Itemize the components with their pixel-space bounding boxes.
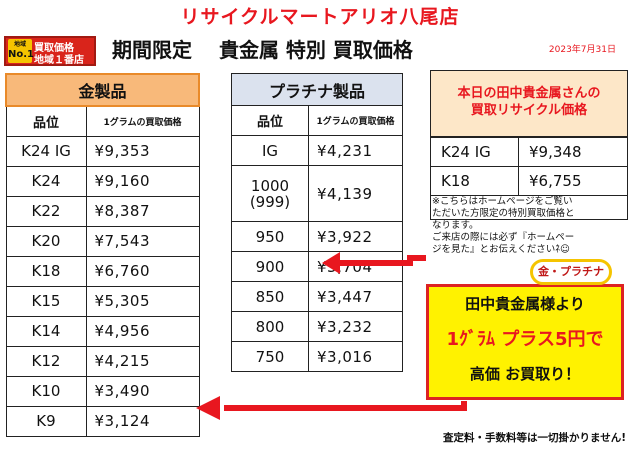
platinum-grade: 950 (231, 221, 309, 252)
gold-row: K15 ¥5,305 (5, 285, 200, 317)
tanaka-grade: K24 IG (430, 137, 519, 167)
tanaka-grade: K18 (430, 166, 519, 196)
gold-row: K24 IG ¥9,353 (5, 135, 200, 167)
promo-line-3: 高価 お買取り！ (469, 365, 581, 383)
promo-box: 田中貴金属様より 1ｸﾞﾗﾑ プラス5円で 高価 お買取り！ (426, 284, 624, 400)
tanaka-price-box: 本日の田中貴金属さんの 買取リサイクル価格 K24 IG ¥9,348 K18 ¥6,… (430, 70, 628, 220)
gold-col-price: 1グラムの買取価格 (85, 105, 200, 137)
page-headline: 期間限定 貴金属 特別 買取価格 (112, 38, 413, 62)
tanaka-price: ¥6,755 (518, 166, 628, 196)
platinum-price-table: プラチナ製品 品位 1グラムの買取価格 IG ¥4,231 1000 (999) ¥4,… (231, 73, 403, 372)
platinum-price: ¥3,232 (308, 311, 403, 342)
special-price-note: ※こちらはホームページをご覧い ただいた方限定の特別買取価格と なります。 ご来… (432, 196, 575, 255)
platinum-grade: 800 (231, 311, 309, 342)
platinum-grade: 750 (231, 341, 309, 372)
platinum-col-price: 1グラムの買取価格 (308, 105, 403, 136)
tanaka-price-heading: 本日の田中貴金属さんの 買取リサイクル価格 (431, 71, 627, 137)
gold-grade: K18 (5, 255, 87, 287)
store-title: リサイクルマートアリオ八尾店 (180, 6, 460, 28)
gold-grade: K20 (5, 225, 87, 257)
arrow-line (224, 401, 467, 411)
platinum-price: ¥3,016 (308, 341, 403, 372)
platinum-row: IG ¥4,231 (231, 135, 403, 166)
tanaka-price: ¥9,348 (518, 137, 628, 167)
platinum-price: ¥4,231 (308, 135, 403, 166)
platinum-row: 850 ¥3,447 (231, 281, 403, 312)
platinum-price: ¥3,704 (308, 251, 403, 282)
no1-badge: 地域 No.1 買取価格 地域１番店 (4, 36, 96, 66)
gold-price-table: 金製品 品位 1グラムの買取価格 K24 IG ¥9,353 K24 ¥9,160 K2… (5, 73, 200, 437)
gold-row: K24 ¥9,160 (5, 165, 200, 197)
gold-col-grade: 品位 (5, 105, 87, 137)
gold-grade: K14 (5, 315, 87, 347)
badge-line-2: 地域１番店 (34, 55, 84, 66)
platinum-row: 800 ¥3,232 (231, 311, 403, 342)
platinum-grade: IG (231, 135, 309, 166)
platinum-price: ¥3,922 (308, 221, 403, 252)
gold-row: K12 ¥4,215 (5, 345, 200, 377)
platinum-grade: 1000 (999) (231, 165, 309, 222)
gold-price: ¥6,760 (85, 255, 200, 287)
platinum-grade: 850 (231, 281, 309, 312)
gold-grade: K22 (5, 195, 87, 227)
platinum-col-grade: 品位 (231, 105, 309, 136)
gold-price: ¥3,124 (85, 405, 200, 437)
gold-platinum-tag: 金・プラチナ (530, 259, 612, 285)
gold-price: ¥9,353 (85, 135, 200, 167)
promo-line-1: 田中貴金属様より (465, 295, 585, 313)
gold-row: K9 ¥3,124 (5, 405, 200, 437)
gold-row: K20 ¥7,543 (5, 225, 200, 257)
gold-grade: K24 IG (5, 135, 87, 167)
gold-caption: 金製品 (5, 73, 200, 107)
promo-line-2: 1ｸﾞﾗﾑ プラス5円で (446, 329, 604, 350)
platinum-price: ¥4,139 (308, 165, 403, 222)
platinum-row: 1000 (999) ¥4,139 (231, 165, 403, 222)
no1-emblem: 地域 No.1 (8, 39, 34, 63)
date-label: 2023年7月31日 (548, 45, 616, 55)
gold-grade: K10 (5, 375, 87, 407)
gold-price: ¥9,160 (85, 165, 200, 197)
tanaka-row: K24 IG ¥9,348 (430, 137, 628, 167)
tanaka-price-table: K24 IG ¥9,348 K18 ¥6,755 (430, 137, 628, 196)
badge-line-1: 買取価格 (34, 43, 74, 54)
platinum-row: 750 ¥3,016 (231, 341, 403, 372)
gold-row: K10 ¥3,490 (5, 375, 200, 407)
footer-note: 査定料・手数料等は一切掛かりません! (443, 432, 626, 444)
gold-price: ¥7,543 (85, 225, 200, 257)
gold-price: ¥4,215 (85, 345, 200, 377)
platinum-grade: 900 (231, 251, 309, 282)
platinum-price: ¥3,447 (308, 281, 403, 312)
platinum-row: 950 ¥3,922 (231, 221, 403, 252)
gold-price: ¥3,490 (85, 375, 200, 407)
gold-price: ¥5,305 (85, 285, 200, 317)
gold-row: K14 ¥4,956 (5, 315, 200, 347)
platinum-row: 900 ¥3,704 (231, 251, 403, 282)
gold-grade: K12 (5, 345, 87, 377)
arrow-to-gold-k9 (196, 396, 467, 420)
gold-price: ¥4,956 (85, 315, 200, 347)
platinum-caption: プラチナ製品 (231, 73, 403, 106)
gold-row: K18 ¥6,760 (5, 255, 200, 287)
gold-row: K22 ¥8,387 (5, 195, 200, 227)
gold-grade: K15 (5, 285, 87, 317)
gold-grade: K24 (5, 165, 87, 197)
tanaka-row: K18 ¥6,755 (430, 166, 628, 196)
gold-price: ¥8,387 (85, 195, 200, 227)
gold-grade: K9 (5, 405, 87, 437)
